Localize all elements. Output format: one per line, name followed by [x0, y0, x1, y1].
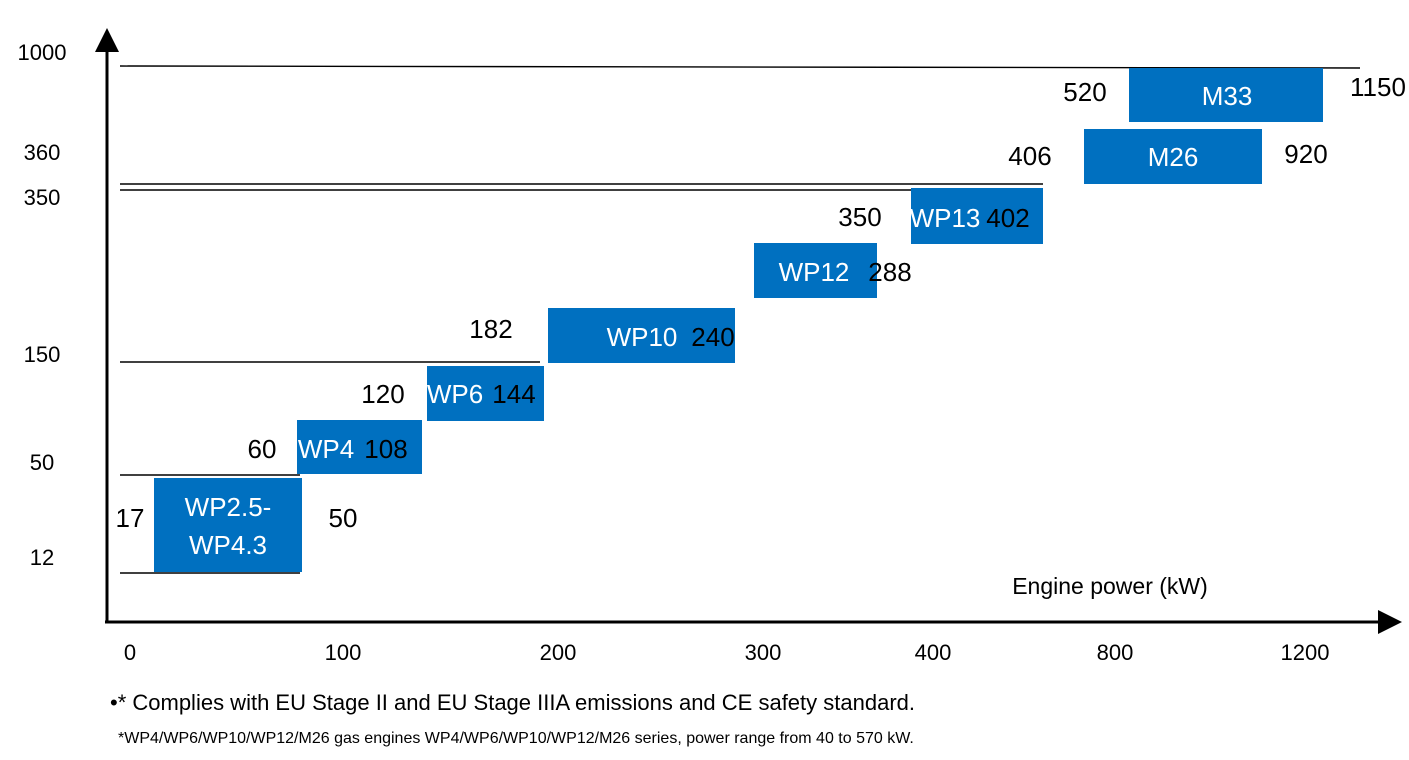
x-tick-label: 800 [1097, 640, 1134, 665]
x-tick-label: 1200 [1281, 640, 1330, 665]
bar-label: WP12 [779, 257, 850, 287]
ref-line-1000 [119, 65, 1361, 69]
x-tick-label: 200 [540, 640, 577, 665]
bar-rect [754, 243, 877, 298]
y-tick-label: 360 [24, 140, 61, 165]
bar-wp10: WP10 182 240 [469, 308, 735, 363]
bar-wp4: WP4 60 108 [248, 420, 422, 474]
bar-rect [911, 188, 1043, 244]
bar-label: WP4.3 [189, 530, 267, 560]
bar-rect [427, 366, 544, 421]
bar-wp6: WP6 120 144 [361, 366, 544, 421]
x-tick-label: 400 [915, 640, 952, 665]
x-tick-label: 300 [745, 640, 782, 665]
y-tick-label: 150 [24, 342, 61, 367]
bar-min-value: 60 [248, 434, 277, 464]
bar-min-value: 406 [1008, 141, 1051, 171]
bar-max-value: 402 [986, 203, 1029, 233]
bar-m26: M26 406 920 [1008, 129, 1328, 184]
engine-power-chart: 1000 360 350 150 50 12 0 100 200 300 400 800 1200 W… [18, 27, 1406, 665]
bar-min-value: 120 [361, 379, 404, 409]
bar-label: WP13 [910, 203, 981, 233]
bar-wp2.5-wp4.3: WP2.5- WP4.3 17 50 [116, 478, 358, 572]
bar-max-value: 240 [691, 322, 734, 352]
bar-max-value: 50 [329, 503, 358, 533]
bar-rect [154, 478, 302, 572]
bar-rect [297, 420, 422, 474]
bar-max-value: 144 [492, 379, 535, 409]
x-tick-label: 0 [124, 640, 136, 665]
bar-max-value: 1150 [1350, 72, 1406, 102]
bar-label: M33 [1202, 81, 1253, 111]
footnote-gas-engines: *WP4/WP6/WP10/WP12/M26 gas engines WP4/W… [118, 730, 914, 747]
bar-label: WP4 [298, 434, 354, 464]
bar-rect [1129, 68, 1323, 122]
bar-min-value: 520 [1063, 77, 1106, 107]
bar-label: WP10 [607, 322, 678, 352]
bar-max-value: 920 [1284, 139, 1327, 169]
bar-max-value: 288 [868, 257, 911, 287]
y-tick-label: 1000 [18, 40, 67, 65]
y-tick-label: 50 [30, 450, 54, 475]
bar-label: WP2.5- [185, 492, 272, 522]
x-tick-label: 100 [325, 640, 362, 665]
bar-min-value: 350 [838, 202, 881, 232]
y-tick-label: 350 [24, 185, 61, 210]
footnote-emissions: •* Complies with EU Stage II and EU Stag… [110, 690, 915, 715]
bar-label: M26 [1148, 142, 1199, 172]
bar-rect [1084, 129, 1262, 184]
bar-wp13: WP13 350 402 [838, 188, 1043, 244]
bar-min-value: 17 [116, 503, 145, 533]
bar-rect [548, 308, 735, 363]
bar-wp12: WP12 288 [754, 243, 912, 298]
x-axis-title: Engine power (kW) [1012, 573, 1208, 599]
bar-min-value: 182 [469, 314, 512, 344]
bar-max-value: 108 [364, 434, 407, 464]
y-tick-label: 12 [30, 545, 54, 570]
bar-label: WP6 [427, 379, 483, 409]
bar-m33: M33 520 1150 [1063, 68, 1406, 122]
